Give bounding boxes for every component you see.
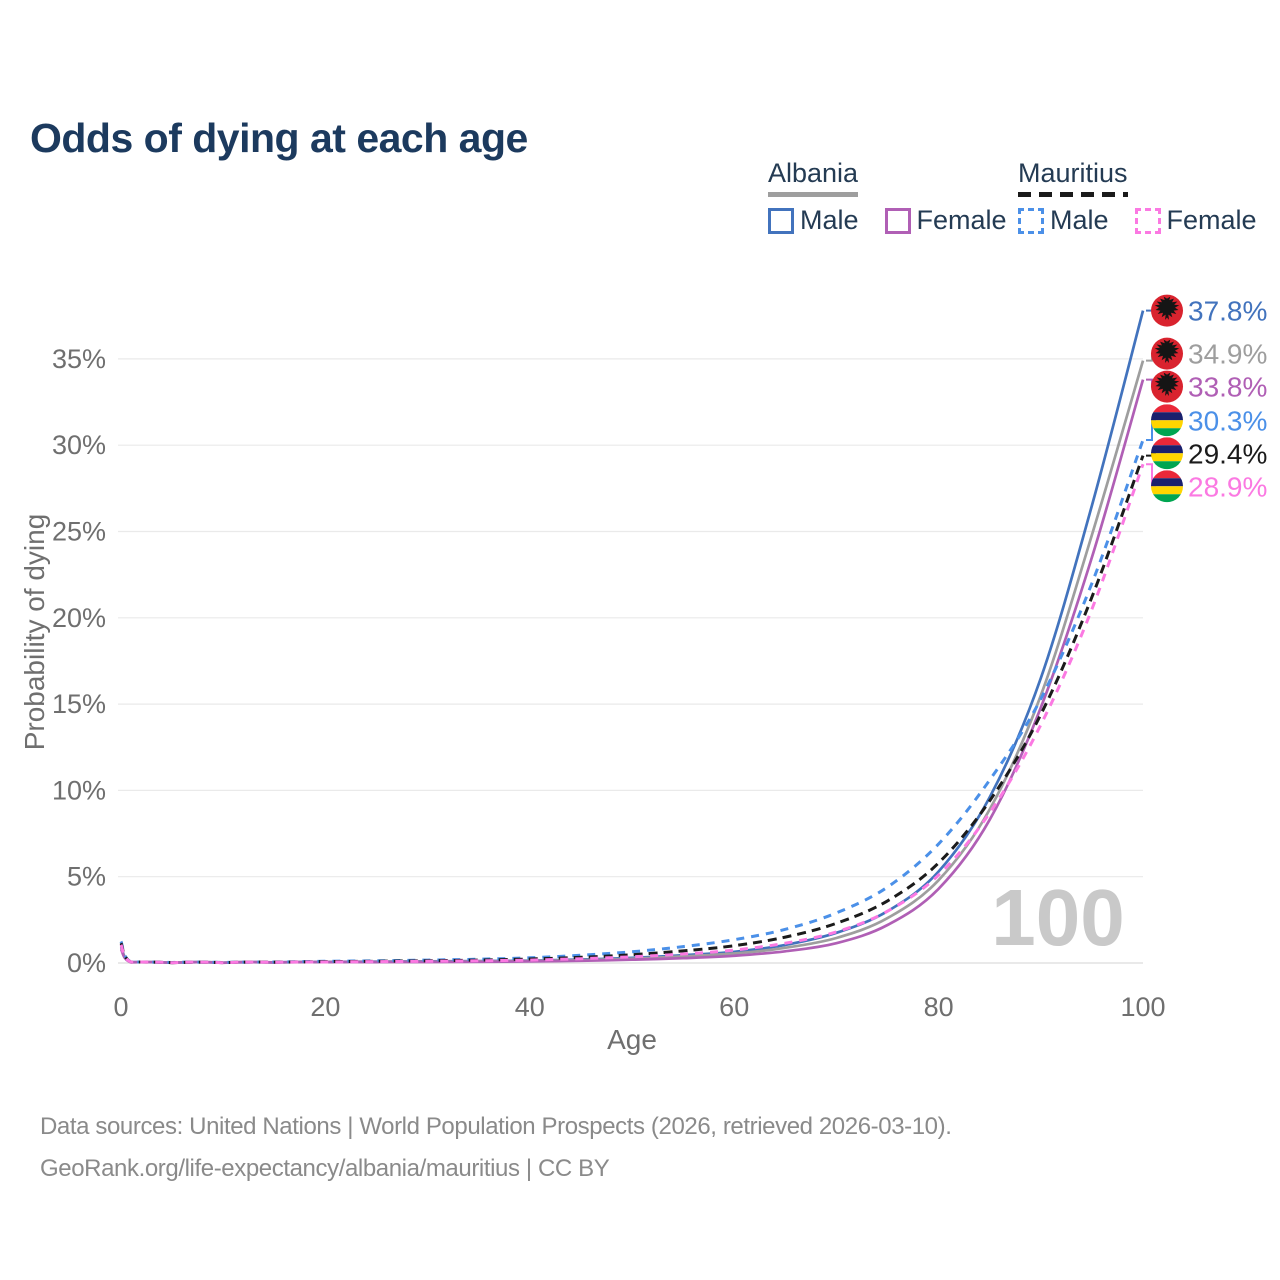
series-end-label-mauritius-male: 30.3% xyxy=(1188,405,1267,436)
albania-flag-icon xyxy=(1151,294,1183,327)
page-title: Odds of dying at each age xyxy=(30,115,528,162)
series-line-albania-male[interactable] xyxy=(119,310,1145,965)
legend-item-albania-male[interactable]: Male xyxy=(768,205,859,236)
x-tick-label: 80 xyxy=(924,992,954,1022)
series-end-label-albania-total: 34.9% xyxy=(1188,339,1267,370)
series-line-albania-total[interactable] xyxy=(119,360,1145,965)
legend-item-mauritius-male[interactable]: Male xyxy=(1018,205,1109,236)
albania-linestyle-swatch xyxy=(768,192,859,197)
series-end-label-mauritius-female: 28.9% xyxy=(1188,471,1267,502)
y-tick-label: 5% xyxy=(67,862,106,892)
y-axis-title: Probability of dying xyxy=(19,514,50,751)
legend-country-albania[interactable]: Albania xyxy=(768,158,859,197)
legend-label-albania-female: Female xyxy=(916,205,1007,235)
legend-group-albania: Albania Male Female xyxy=(768,158,1007,236)
chart-footer: Data sources: United Nations | World Pop… xyxy=(40,1106,952,1190)
mauritius-female-swatch-icon xyxy=(1134,207,1161,234)
x-tick-label: 20 xyxy=(310,992,340,1022)
y-tick-label: 0% xyxy=(67,948,106,978)
series-end-label-albania-male: 37.8% xyxy=(1188,296,1267,327)
series-line-albania-female[interactable] xyxy=(119,379,1145,965)
y-tick-label: 30% xyxy=(52,430,106,460)
mauritius-male-swatch-icon xyxy=(1018,207,1044,234)
x-tick-label: 100 xyxy=(1120,992,1165,1022)
y-tick-label: 25% xyxy=(52,517,106,547)
series-end-label-albania-female: 33.8% xyxy=(1188,372,1267,403)
albania-male-swatch-icon xyxy=(768,207,794,234)
mauritius-linestyle-swatch xyxy=(1018,192,1128,197)
mauritius-flag-icon xyxy=(1151,470,1183,503)
series-end-label-mauritius-total: 29.4% xyxy=(1188,438,1267,469)
x-tick-label: 40 xyxy=(515,992,545,1022)
albania-flag-icon xyxy=(1151,337,1183,370)
mauritius-flag-icon xyxy=(1151,404,1183,437)
legend-label-albania-male: Male xyxy=(800,205,859,235)
x-tick-label: 60 xyxy=(719,992,749,1022)
y-tick-label: 20% xyxy=(52,603,106,633)
series-line-mauritius-female[interactable] xyxy=(119,463,1145,965)
legend-item-albania-female[interactable]: Female xyxy=(884,205,1007,236)
albania-flag-icon xyxy=(1151,370,1183,403)
legend-label-mauritius-female: Female xyxy=(1166,205,1257,235)
albania-female-swatch-icon xyxy=(884,207,911,234)
legend-item-mauritius-female[interactable]: Female xyxy=(1134,205,1257,236)
legend-country-mauritius-label: Mauritius xyxy=(1018,158,1128,188)
y-tick-label: 15% xyxy=(52,689,106,719)
legend-group-mauritius: Mauritius Male Female xyxy=(1018,158,1257,236)
mauritius-flag-icon xyxy=(1151,437,1183,470)
series-line-mauritius-male[interactable] xyxy=(119,439,1145,965)
legend-label-mauritius-male: Male xyxy=(1050,205,1109,235)
y-tick-label: 35% xyxy=(52,344,106,374)
legend-country-albania-label: Albania xyxy=(768,158,859,188)
x-tick-label: 0 xyxy=(113,992,128,1022)
footer-attribution-link[interactable]: GeoRank.org/life-expectancy/albania/maur… xyxy=(40,1155,610,1182)
footer-data-sources: Data sources: United Nations | World Pop… xyxy=(40,1113,952,1140)
x-axis-title: Age xyxy=(607,1024,657,1055)
legend-country-mauritius[interactable]: Mauritius xyxy=(1018,158,1128,197)
age-watermark: 100 xyxy=(991,873,1124,962)
y-tick-label: 10% xyxy=(52,775,106,805)
